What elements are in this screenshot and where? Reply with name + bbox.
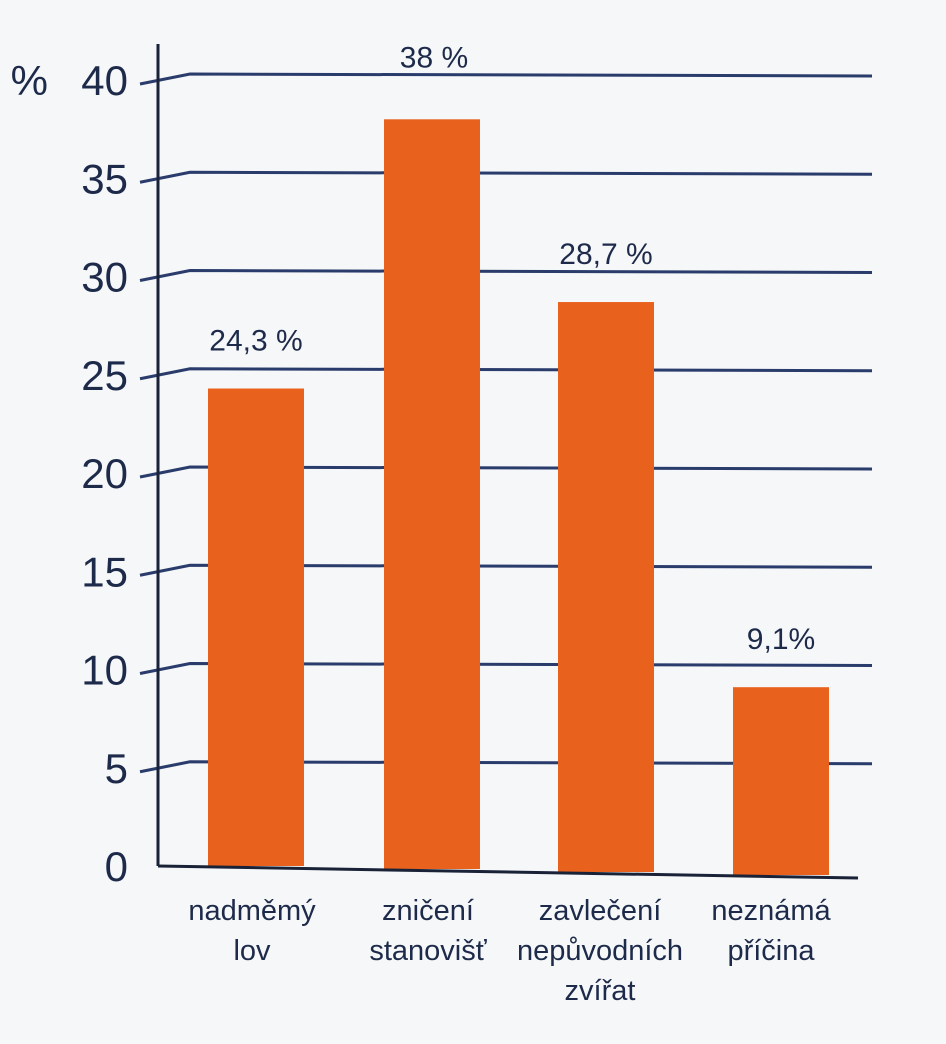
x-axis-line: [157, 864, 859, 880]
category-label-0-line-0: nadměmý: [188, 895, 316, 927]
bar-3: [733, 687, 829, 875]
bar-layer: [208, 119, 829, 875]
bar-1: [384, 119, 480, 870]
bar-value-label-3: 9,1%: [747, 623, 815, 656]
gridline-30: [139, 268, 873, 282]
y-tick-label-20: 20: [81, 450, 128, 497]
category-label-1-line-0: zničení: [382, 895, 474, 927]
category-label-0-line-1: lov: [233, 935, 271, 967]
category-label-3-line-0: neznámá: [711, 895, 831, 927]
gridline-25: [139, 367, 873, 381]
y-tick-label-0: 0: [105, 843, 128, 890]
y-tick-label-5: 5: [105, 745, 128, 792]
bar-0: [208, 388, 304, 866]
bar-2: [558, 302, 654, 872]
category-label-3-line-1: příčina: [727, 935, 815, 967]
bar-value-label-2: 28,7 %: [559, 238, 652, 271]
y-tick-label-30: 30: [81, 254, 128, 301]
y-axis-unit-label: %: [11, 57, 48, 104]
category-label-2-line-1: nepůvodních: [517, 935, 683, 967]
label-layer: 0 5 10 15 20 25 30 35 40% 24,3 % nadměmý lov 38 % zni…: [11, 41, 832, 1007]
bar-value-label-1: 38 %: [400, 41, 468, 74]
category-label-2-line-0: zavlečení: [539, 895, 662, 927]
y-tick-label-35: 35: [81, 155, 128, 202]
gridline-35: [139, 170, 873, 184]
axis-layer: [156, 44, 859, 880]
category-label-2-line-2: zvířat: [565, 975, 636, 1007]
category-label-1-line-1: stanovišť: [369, 935, 487, 967]
y-tick-label-25: 25: [81, 352, 128, 399]
y-tick-label-40: 40: [81, 57, 128, 104]
bar-value-label-0: 24,3 %: [209, 325, 302, 358]
y-tick-label-10: 10: [81, 647, 128, 694]
y-tick-label-15: 15: [81, 548, 128, 595]
gridline-40: [139, 72, 873, 86]
